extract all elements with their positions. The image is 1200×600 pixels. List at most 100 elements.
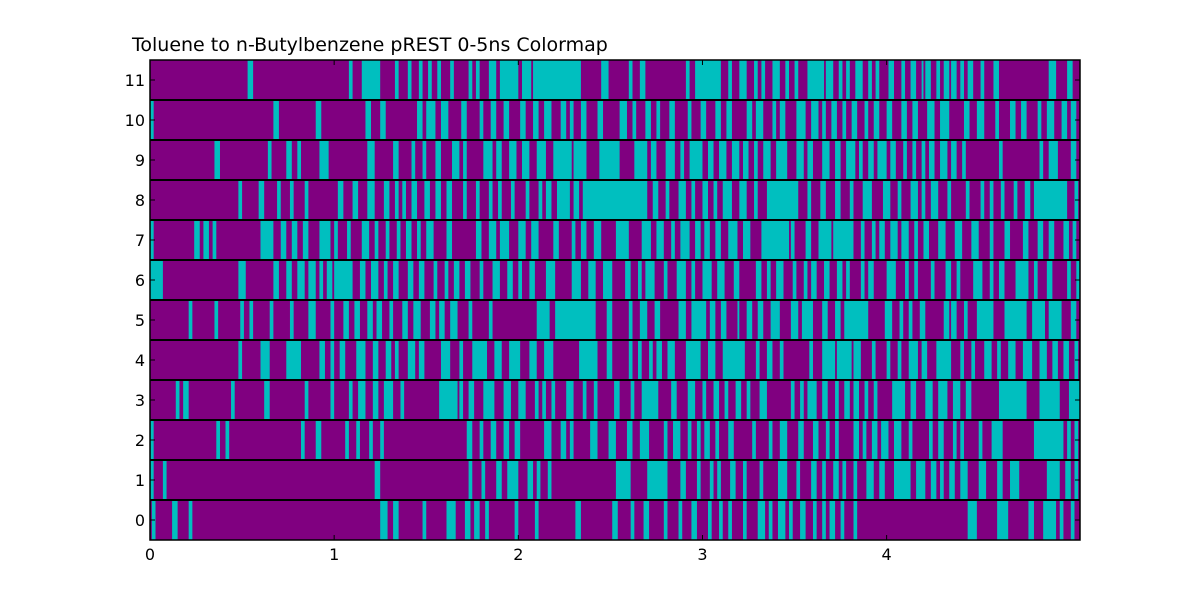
heatmap-cell-row-9 [921,140,926,180]
heatmap-cell-row-9 [912,140,917,180]
heatmap-cell-row-0 [1043,500,1057,540]
heatmap-cell-row-8 [910,180,918,220]
heatmap-cell-row-1 [709,460,714,500]
heatmap-cell-row-9 [496,140,502,180]
heatmap-cell-row-7 [954,220,963,260]
heatmap-cell-row-4 [339,340,346,380]
heatmap-cell-row-4 [667,340,675,380]
heatmap-cell-row-8 [820,180,826,220]
heatmap-cell-row-4 [606,340,613,380]
y-axis: 0 1 2 3 4 5 6 7 8 9 10 11 [125,71,1080,530]
heatmap-cell-row-2 [369,420,373,460]
heatmap-cell-row-3 [483,380,495,420]
heatmap-cell-row-11 [943,60,950,100]
heatmap-cell-row-7 [334,220,338,260]
heatmap-cell-row-8 [754,180,758,220]
heatmap-cell-row-5 [308,300,316,340]
heatmap-cell-row-3 [864,380,869,420]
heatmap-cell-row-4 [1008,340,1016,380]
heatmap-cell-row-1 [811,460,817,500]
heatmap-cell-row-5 [354,300,360,340]
heatmap-cell-row-2 [928,420,933,460]
heatmap-cell-row-5 [269,300,274,340]
heatmap-cell-row-8 [665,180,670,220]
heatmap-cell-row-1 [879,460,885,500]
heatmap-cell-row-10 [873,100,880,140]
heatmap-cell-row-4 [656,340,662,380]
heatmap-cell-row-4 [984,340,992,380]
heatmap-cell-row-5 [951,300,957,340]
heatmap-cell-row-2 [752,420,756,460]
heatmap-cell-row-9 [940,140,948,180]
heatmap-cell-row-10 [1010,100,1016,140]
heatmap-cell-row-6 [989,260,994,300]
heatmap-cell-row-3 [952,380,961,420]
heatmap-cell-row-11 [428,60,432,100]
heatmap-cell-row-11 [533,60,581,100]
heatmap-cell-row-7 [671,220,675,260]
heatmap-cell-row-5 [822,300,828,340]
y-tick-label: 4 [135,351,145,370]
heatmap-cell-row-3 [518,380,526,420]
heatmap-cell-row-8 [1033,180,1068,220]
heatmap-cell-row-9 [573,140,587,180]
heatmap-cell-row-7 [1072,220,1077,260]
heatmap-cell-row-6 [836,260,843,300]
heatmap-cell-row-6 [846,260,850,300]
heatmap-cell-row-9 [297,140,302,180]
heatmap-cell-row-9 [754,140,758,180]
heatmap-cell-row-10 [726,100,732,140]
heatmap-cell-row-8 [556,180,570,220]
heatmap-cell-row-2 [301,420,305,460]
heatmap-cell-row-2 [835,420,839,460]
heatmap-cell-row-3 [582,380,587,420]
heatmap-cell-row-0 [822,500,826,540]
heatmap-cell-row-5 [835,300,841,340]
heatmap-cell-row-10 [811,100,819,140]
y-tick-label: 8 [135,191,145,210]
heatmap-cell-row-6 [319,260,324,300]
heatmap-cell-row-1 [997,460,1003,500]
heatmap-cell-row-7 [488,220,497,260]
heatmap-cell-row-2 [779,420,788,460]
heatmap-cell-row-8 [691,180,696,220]
heatmap-cell-row-3 [671,380,677,420]
heatmap-cell-row-9 [719,140,727,180]
heatmap-cell-row-9 [367,140,375,180]
heatmap-cell-row-10 [426,100,436,140]
heatmap-cell-row-8 [989,180,994,220]
heatmap-cell-row-11 [960,60,964,100]
heatmap-cell-row-2 [908,420,913,460]
heatmap-cell-row-1 [481,460,486,500]
heatmap-cell-row-7 [531,220,539,260]
heatmap-cell-row-8 [394,180,399,220]
heatmap-cell-row-9 [868,140,874,180]
heatmap-cell-row-10 [1061,100,1068,140]
heatmap-cell-row-4 [822,340,836,380]
heatmap-cell-row-7 [879,220,885,260]
heatmap-cell-row-5 [330,300,335,340]
heatmap-cell-row-4 [638,340,642,380]
heatmap-cell-row-1 [866,460,874,500]
heatmap-cell-row-1 [374,460,381,500]
heatmap-cell-row-9 [411,140,416,180]
heatmap-cell-row-4 [853,340,861,380]
heatmap-cell-row-11 [450,60,454,100]
heatmap-cell-row-6 [273,260,279,300]
heatmap-cell-row-9 [665,140,675,180]
heatmap-cell-row-3 [687,380,696,420]
heatmap-cell-row-10 [580,100,587,140]
heatmap-cell-row-10 [560,100,567,140]
heatmap-cell-row-8 [277,180,281,220]
heatmap-cell-row-5 [214,300,219,340]
heatmap-cell-row-4 [722,340,745,380]
heatmap-cell-row-6 [383,260,388,300]
heatmap-cell-row-11 [825,60,834,100]
heatmap-cell-row-11 [728,60,732,100]
heatmap-cell-row-5 [628,300,633,340]
heatmap-cell-row-7 [426,220,434,260]
heatmap-cell-row-6 [479,260,484,300]
heatmap-cell-row-10 [619,100,627,140]
heatmap-cell-row-10 [597,100,604,140]
heatmap-cell-row-10 [886,100,893,140]
